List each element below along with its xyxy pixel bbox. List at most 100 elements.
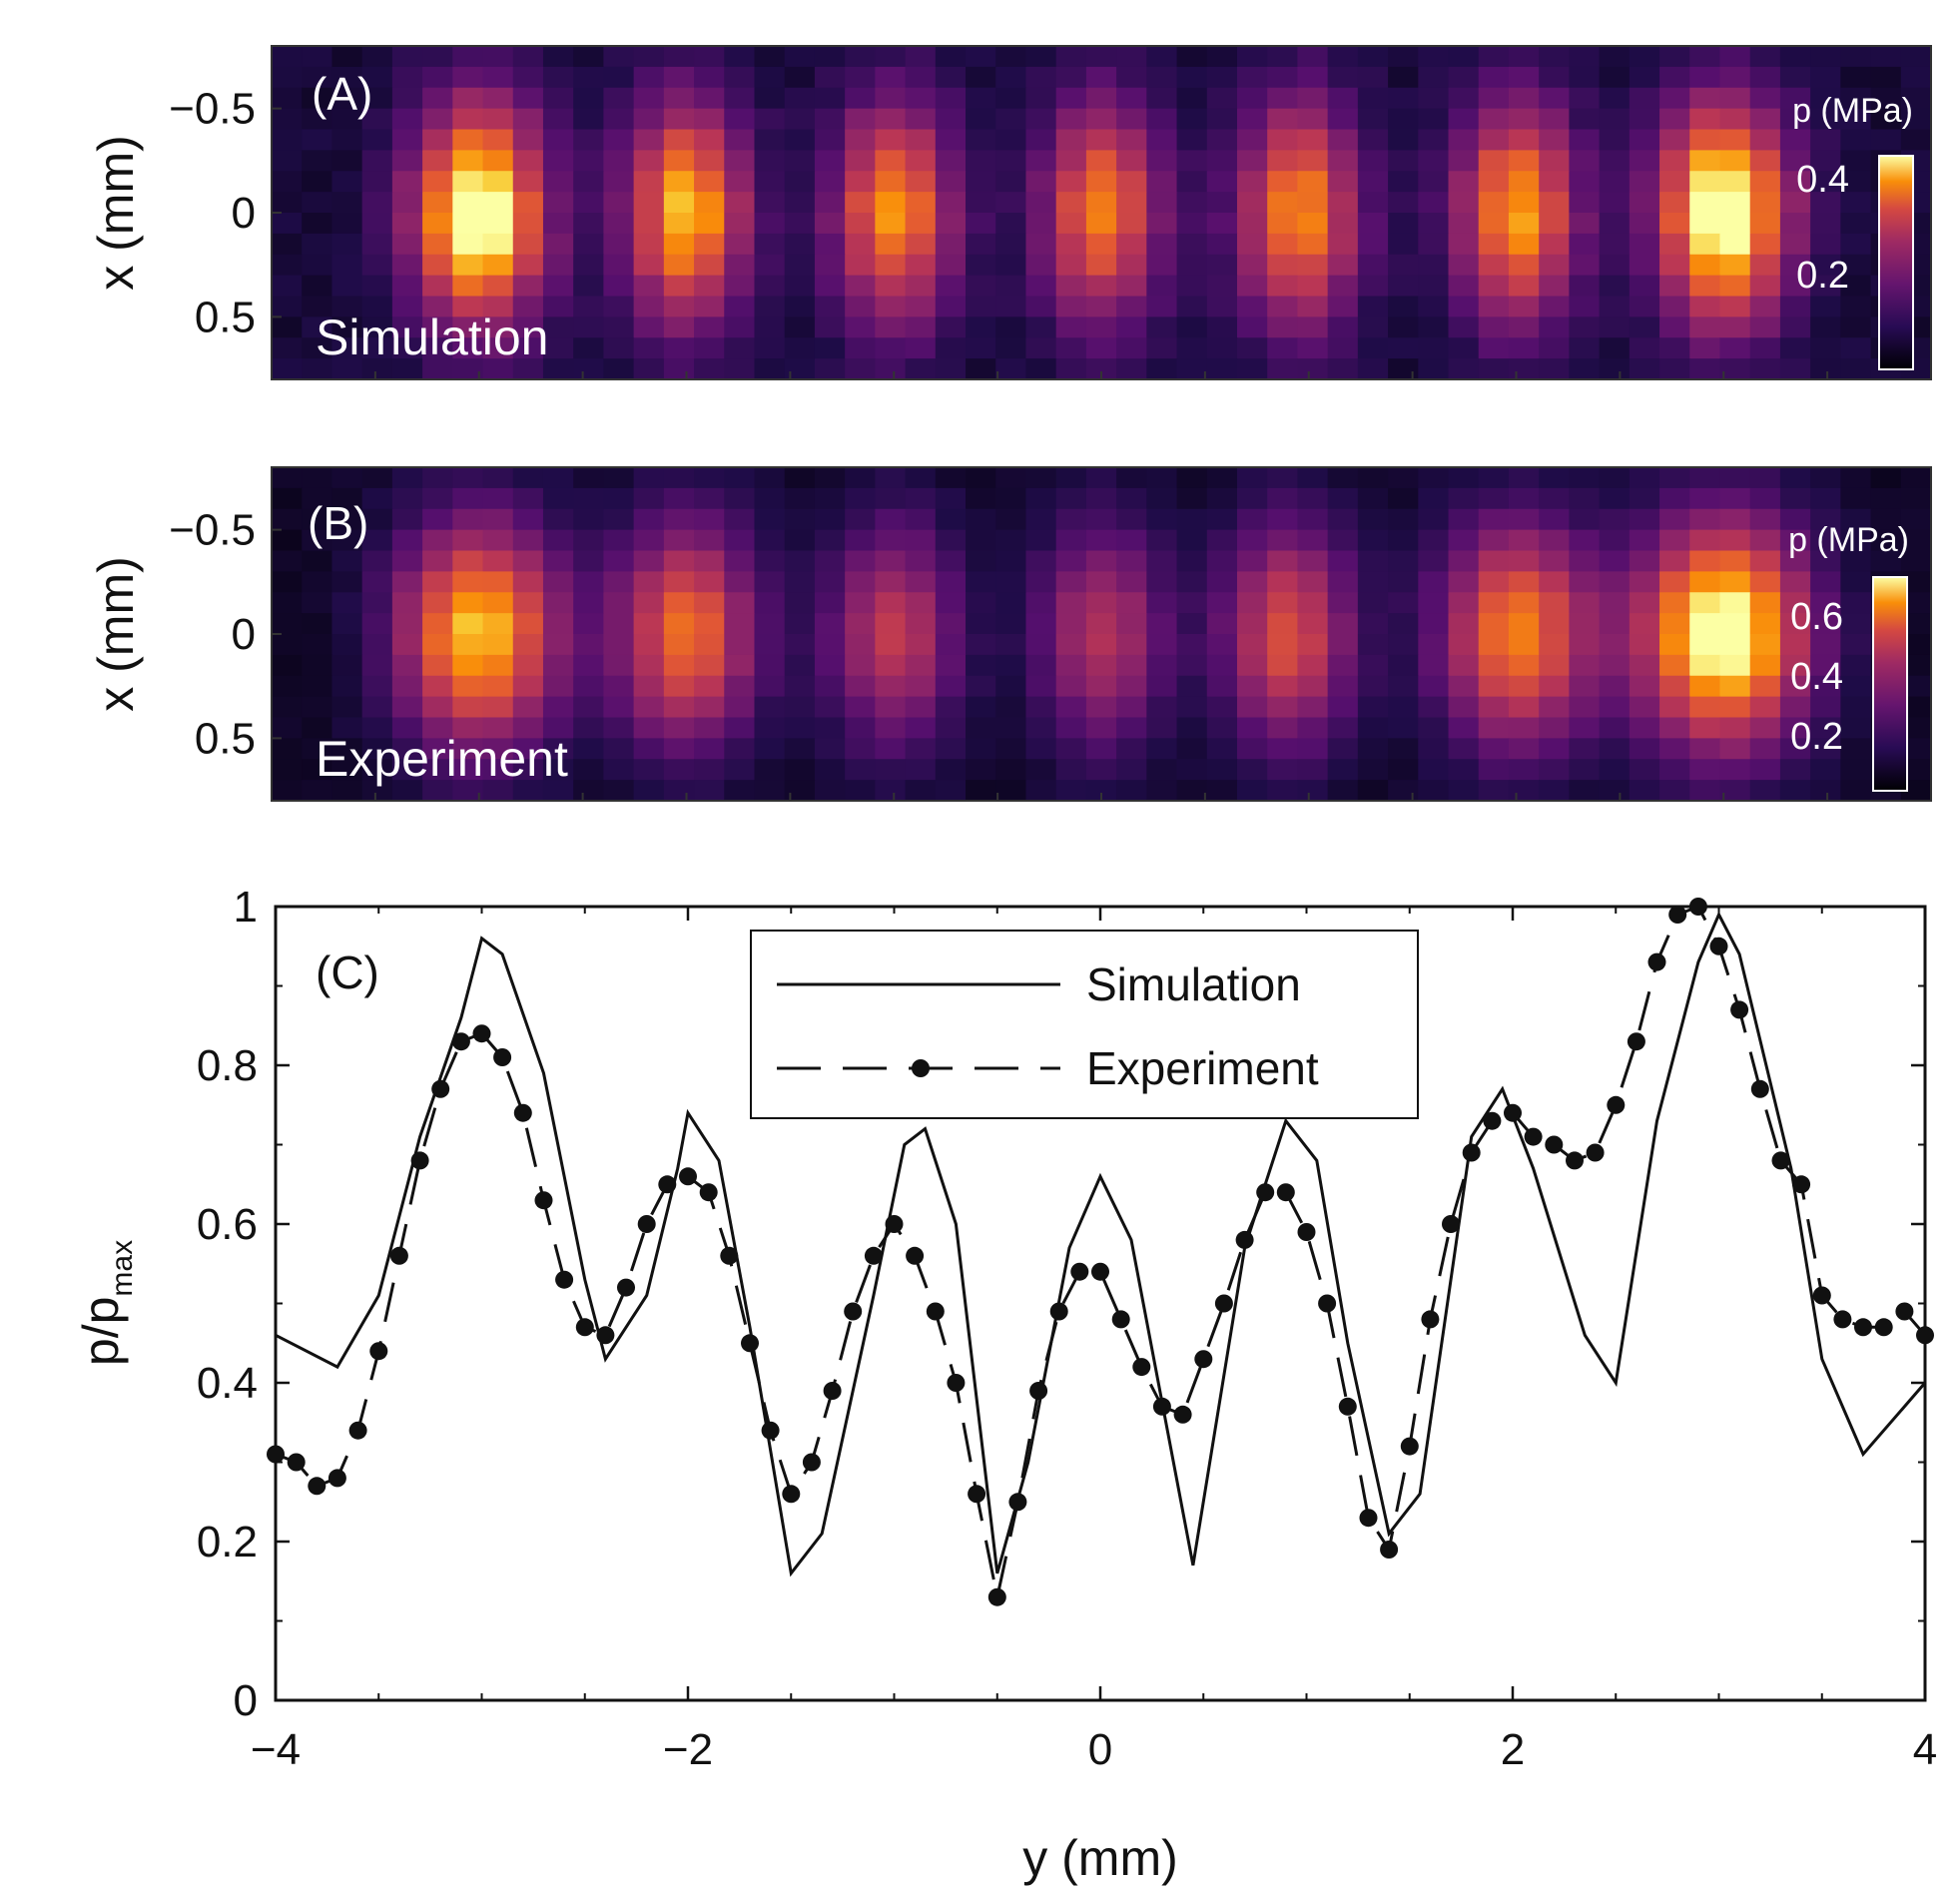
- heatmap-cell: [1236, 87, 1268, 110]
- heatmap-cell: [1539, 296, 1570, 317]
- heatmap-cell: [1900, 592, 1932, 614]
- heatmap-cell: [1085, 108, 1117, 131]
- heatmap-cell: [1055, 87, 1087, 110]
- heatmap-cell: [1779, 150, 1811, 172]
- heatmap-cell: [905, 654, 937, 677]
- heatmap-cell: [1689, 487, 1721, 510]
- heatmap-cell: [542, 358, 574, 380]
- heatmap-cell: [603, 150, 635, 172]
- heatmap-cell: [331, 654, 363, 677]
- heatmap-cell: [1388, 613, 1419, 635]
- heatmap-cell: [1599, 529, 1631, 552]
- heatmap-cell: [272, 654, 303, 677]
- heatmap-cell: [1749, 337, 1781, 359]
- heatmap-cell: [391, 634, 423, 656]
- heatmap-cell: [272, 129, 303, 151]
- heatmap-cell: [1900, 108, 1932, 131]
- heatmap-cell: [1689, 46, 1721, 68]
- heatmap-cell: [1569, 129, 1601, 151]
- heatmap-cell: [1629, 759, 1660, 781]
- heatmap-cell: [361, 738, 393, 760]
- heatmap-cell: [1689, 592, 1721, 614]
- heatmap-cell: [633, 233, 665, 256]
- heatmap-cell: [272, 634, 303, 656]
- heatmap-cell: [845, 275, 876, 298]
- heatmap-cell: [391, 529, 423, 552]
- heatmap-cell: [1810, 529, 1841, 552]
- heatmap-cell: [1659, 487, 1690, 510]
- heatmap-cell: [1267, 171, 1299, 193]
- heatmap-cell: [1599, 759, 1631, 781]
- heatmap-cell: [633, 717, 665, 739]
- heatmap-cell: [845, 654, 876, 677]
- heatmap-cell: [1719, 654, 1751, 677]
- heatmap-cell: [875, 467, 907, 489]
- heatmap-cell: [935, 529, 967, 552]
- heatmap-cell: [1719, 296, 1751, 317]
- experiment-point: [493, 1048, 512, 1066]
- heatmap-cell: [1749, 66, 1781, 89]
- heatmap-cell: [452, 358, 484, 380]
- heatmap-cell: [1206, 717, 1238, 739]
- heatmap-cell: [573, 738, 604, 760]
- heatmap-cell: [331, 571, 363, 593]
- heatmap-cell: [1176, 613, 1208, 635]
- heatmap-cell: [1176, 467, 1208, 489]
- heatmap-cell: [814, 66, 846, 89]
- heatmap-cell: [1599, 66, 1631, 89]
- heatmap-cell: [1900, 550, 1932, 572]
- heatmap-cell: [845, 213, 876, 235]
- heatmap-cell: [1599, 213, 1631, 235]
- heatmap-cell: [1297, 738, 1329, 760]
- heatmap-cell: [1539, 654, 1570, 677]
- heatmap-cell: [966, 759, 996, 781]
- heatmap-cell: [331, 213, 363, 235]
- heatmap-cell: [1659, 634, 1690, 656]
- heatmap-cell: [1629, 508, 1660, 531]
- heatmap-cell: [1569, 487, 1601, 510]
- heatmap-cell: [482, 696, 514, 719]
- heatmap-cell: [422, 66, 453, 89]
- heatmap-cell: [452, 613, 484, 635]
- heatmap-cell: [1206, 254, 1238, 277]
- heatmap-cell: [754, 738, 786, 760]
- heatmap-cell: [1810, 613, 1841, 635]
- heatmap-cell: [1146, 129, 1178, 151]
- heatmap-cell: [754, 316, 786, 338]
- heatmap-cell: [452, 696, 484, 719]
- heatmap-cell: [1055, 759, 1087, 781]
- heatmap-cell: [603, 780, 635, 802]
- heatmap-cell: [1659, 717, 1690, 739]
- heatmap-cell: [1116, 150, 1147, 172]
- heatmap-cell: [1599, 87, 1631, 110]
- heatmap-cell: [573, 654, 604, 677]
- heatmap-cell: [1900, 675, 1932, 698]
- heatmap-cell: [1357, 46, 1389, 68]
- heatmap-cell: [1327, 780, 1359, 802]
- experiment-point: [555, 1270, 574, 1289]
- heatmap-cell: [1448, 717, 1480, 739]
- heatmap-cell: [1810, 296, 1841, 317]
- heatmap-cell: [1810, 738, 1841, 760]
- panel-a: −0.500.5 (A) Simulation x (mm) p (MPa) 0…: [88, 45, 1932, 380]
- heatmap-cell: [452, 487, 484, 510]
- heatmap-cell: [845, 87, 876, 110]
- heatmap-cell: [1810, 129, 1841, 151]
- heatmap-cell: [1418, 487, 1450, 510]
- heatmap-cell: [573, 171, 604, 193]
- heatmap-cell: [361, 108, 393, 131]
- heatmap-cell: [482, 508, 514, 531]
- heatmap-cell: [935, 171, 967, 193]
- heatmap-cell: [784, 613, 816, 635]
- experiment-point: [1235, 1230, 1254, 1249]
- heatmap-cell: [573, 634, 604, 656]
- heatmap-cell: [1357, 780, 1389, 802]
- heatmap-cell: [1146, 634, 1178, 656]
- heatmap-cell: [1055, 150, 1087, 172]
- heatmap-cell: [391, 46, 423, 68]
- heatmap-cell: [694, 66, 725, 89]
- heatmap-cell: [1508, 780, 1540, 802]
- heatmap-cell: [1719, 129, 1751, 151]
- heatmap-cell: [1176, 275, 1208, 298]
- heatmap-cell: [1206, 337, 1238, 359]
